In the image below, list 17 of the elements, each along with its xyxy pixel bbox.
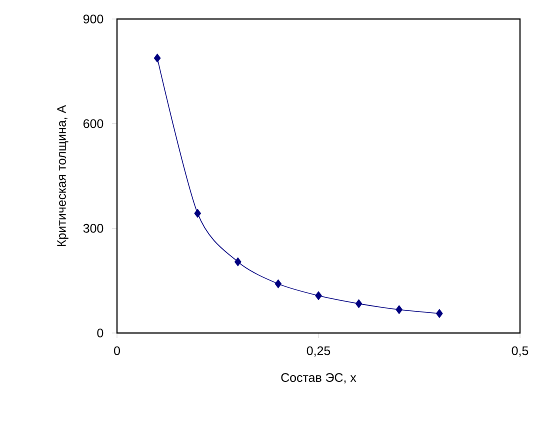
y-tick-label: 900 [83,14,104,24]
x-tick-label: 0,5 [512,346,528,357]
point [396,305,402,314]
y-tick-label: 600 [84,119,104,128]
y-axis-title: Критическая толщина, A [57,105,68,246]
x-tick-label: 0,25 [306,346,330,357]
point [274,279,282,288]
y-tick-label: 300 [83,224,104,233]
point [436,309,443,318]
x-tick-label: 0 [114,346,120,356]
point [234,257,242,266]
x-axis-title: Состав ЭС, x [281,373,356,384]
point [194,208,201,218]
y-tick-label: 0 [97,328,104,338]
point [315,291,322,300]
point [355,299,362,308]
point [154,54,161,62]
